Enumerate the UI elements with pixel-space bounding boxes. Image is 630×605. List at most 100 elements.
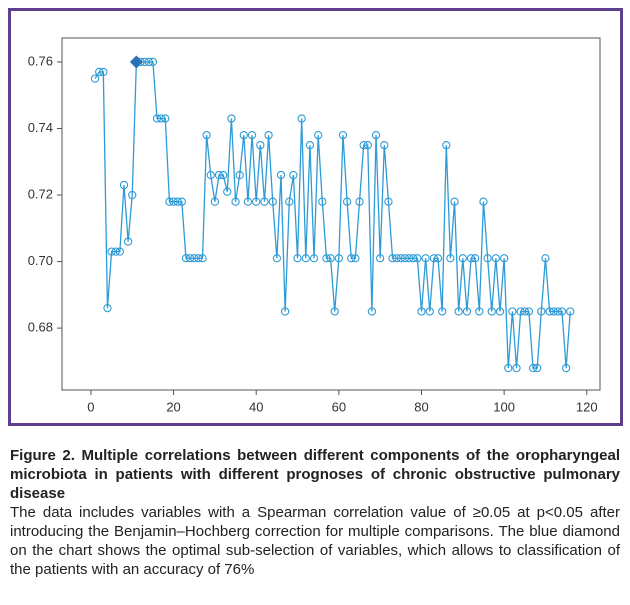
point [235,170,244,180]
point [169,197,178,206]
point [231,197,240,206]
point [347,254,356,263]
point [446,254,455,263]
point [128,190,137,200]
point [495,307,505,316]
caption-title: Figure 2. Multiple correlations between … [10,447,620,502]
point [107,247,116,256]
point [537,307,546,316]
point [95,67,104,77]
x-tick-label: 120 [576,399,598,414]
point [148,57,158,67]
point [404,254,414,263]
point [103,304,112,313]
x-tick-label: 0 [87,399,94,414]
point [268,197,277,206]
point [409,254,418,263]
point [442,140,451,150]
point [561,363,571,373]
point [243,197,253,206]
point [533,363,542,373]
point [425,307,434,316]
point [190,254,199,263]
point [384,197,393,206]
point [466,254,476,263]
point [314,130,323,140]
point [223,187,232,196]
point [123,237,133,246]
point [557,307,567,316]
point [285,197,294,206]
point [342,197,352,206]
point [90,74,100,83]
y-tick-label: 0.68 [28,320,53,335]
point [483,254,492,263]
point [355,197,364,206]
highlight-diamond [129,55,143,69]
point [260,197,269,206]
y-tick-label: 0.76 [28,53,53,68]
point [157,114,166,123]
chart-frame [8,8,623,426]
point [553,307,563,316]
point [528,363,538,373]
point [545,307,554,316]
point [305,140,315,150]
point [252,197,261,206]
point [326,254,335,263]
point [392,254,401,263]
x-tick-label: 80 [414,399,428,414]
point [301,254,310,263]
point [256,140,265,150]
point [508,307,517,316]
point [400,254,410,263]
point [454,307,463,316]
point [338,130,348,140]
point [239,130,248,140]
point [206,170,215,180]
point [227,114,236,123]
point [144,57,153,67]
point [334,254,344,263]
point [309,254,319,263]
point [520,307,529,316]
point [202,130,211,140]
point [549,307,558,316]
point [491,254,501,263]
point [475,307,484,316]
point [330,307,339,316]
point [115,247,124,256]
point [322,254,331,263]
point [165,197,174,206]
point [367,307,377,316]
point [247,130,257,140]
y-tick-label: 0.70 [28,253,53,268]
point [413,254,422,263]
chart: 0.68 0.70 0.72 0.74 0.76 0 20 40 60 80 100 120 [28,37,601,414]
point [280,307,290,316]
point [566,307,575,316]
point [458,254,467,263]
point [214,170,224,180]
point [276,170,286,180]
point [504,363,513,373]
point [363,140,372,150]
x-tick-label: 20 [166,399,180,414]
point [173,197,182,206]
point [177,197,186,206]
point [219,170,228,180]
point [194,254,203,263]
point [289,170,298,180]
point [479,197,488,206]
point [380,140,389,150]
point [161,114,170,123]
point [433,254,443,263]
plot-area [61,37,601,391]
point [450,197,459,206]
point [376,254,385,263]
x-tick-label: 100 [493,399,515,414]
point [388,254,397,263]
point [272,254,282,263]
point [351,254,360,263]
